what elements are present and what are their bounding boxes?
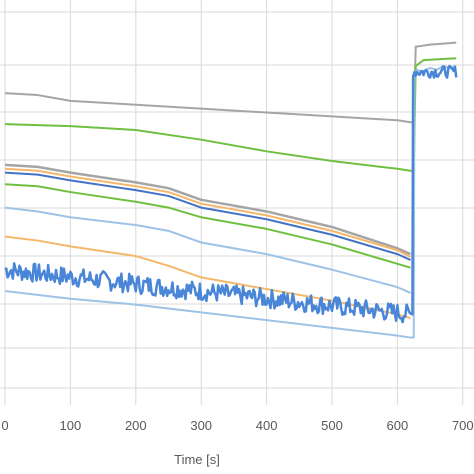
x-axis-label: Time [s]	[174, 452, 220, 467]
x-tick-label: 100	[60, 418, 82, 433]
x-tick-label: 500	[321, 418, 343, 433]
x-tick-label: 600	[387, 418, 409, 433]
series-line	[4, 57, 457, 172]
series-group	[4, 41, 458, 339]
x-tick-label: 300	[190, 418, 212, 433]
x-tick-label: 0	[1, 418, 8, 433]
grid-lines	[0, 0, 474, 405]
series-line-measured	[4, 64, 458, 324]
x-tick-label: 200	[125, 418, 147, 433]
series-line	[4, 206, 411, 294]
x-tick-label: 700	[452, 418, 474, 433]
series-line	[4, 167, 411, 258]
series-line	[4, 41, 457, 124]
series-line	[4, 171, 411, 261]
series-line	[4, 183, 411, 269]
x-tick-labels: 0100200300400500600700800	[1, 418, 474, 433]
x-tick-label: 400	[256, 418, 278, 433]
series-line	[4, 64, 457, 339]
series-line	[4, 163, 411, 256]
